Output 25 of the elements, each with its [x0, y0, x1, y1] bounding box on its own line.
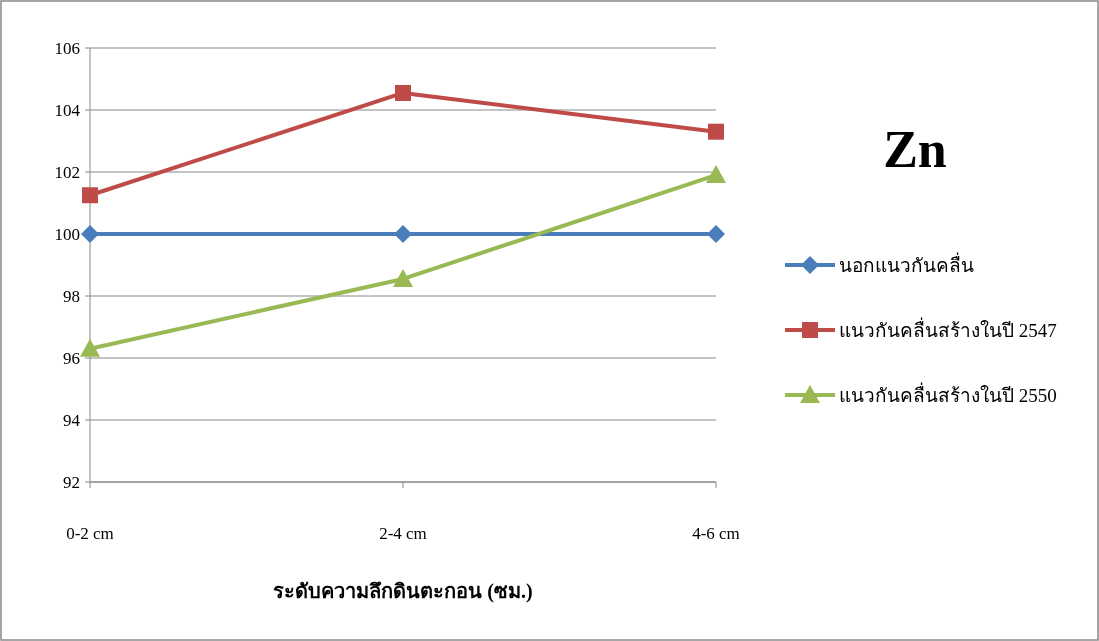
y-tick-label: 104: [54, 101, 81, 120]
y-tick-label: 106: [54, 39, 80, 58]
point: [708, 123, 724, 140]
point: [394, 225, 412, 243]
legend-label: แนวกันคลื่นสร้างในปี 2547: [839, 317, 1057, 341]
point: [81, 225, 99, 243]
point: [80, 338, 100, 357]
legend-label: นอกแนวกันคลื่น: [839, 252, 974, 276]
x-axis-title: ระดับความลึกดินตะกอน (ซม.): [273, 580, 533, 603]
x-tick-label: 4-6 cm: [692, 524, 740, 543]
y-tick-label: 96: [63, 349, 80, 368]
y-tick-label: 98: [63, 287, 80, 306]
y-tick-label: 102: [54, 163, 80, 182]
x-tick-label: 2-4 cm: [379, 524, 427, 543]
point: [393, 268, 413, 287]
y-tick-label: 94: [63, 411, 81, 430]
y-tick-label: 92: [63, 473, 80, 492]
point: [706, 165, 726, 184]
y-tick-label: 100: [54, 225, 80, 244]
point: [395, 84, 411, 101]
text: Zn: [883, 121, 947, 178]
point: [82, 187, 98, 204]
x-tick-label: 0-2 cm: [66, 524, 114, 543]
point: [707, 225, 725, 243]
legend-label: แนวกันคลื่นสร้างในปี 2550: [839, 382, 1057, 406]
